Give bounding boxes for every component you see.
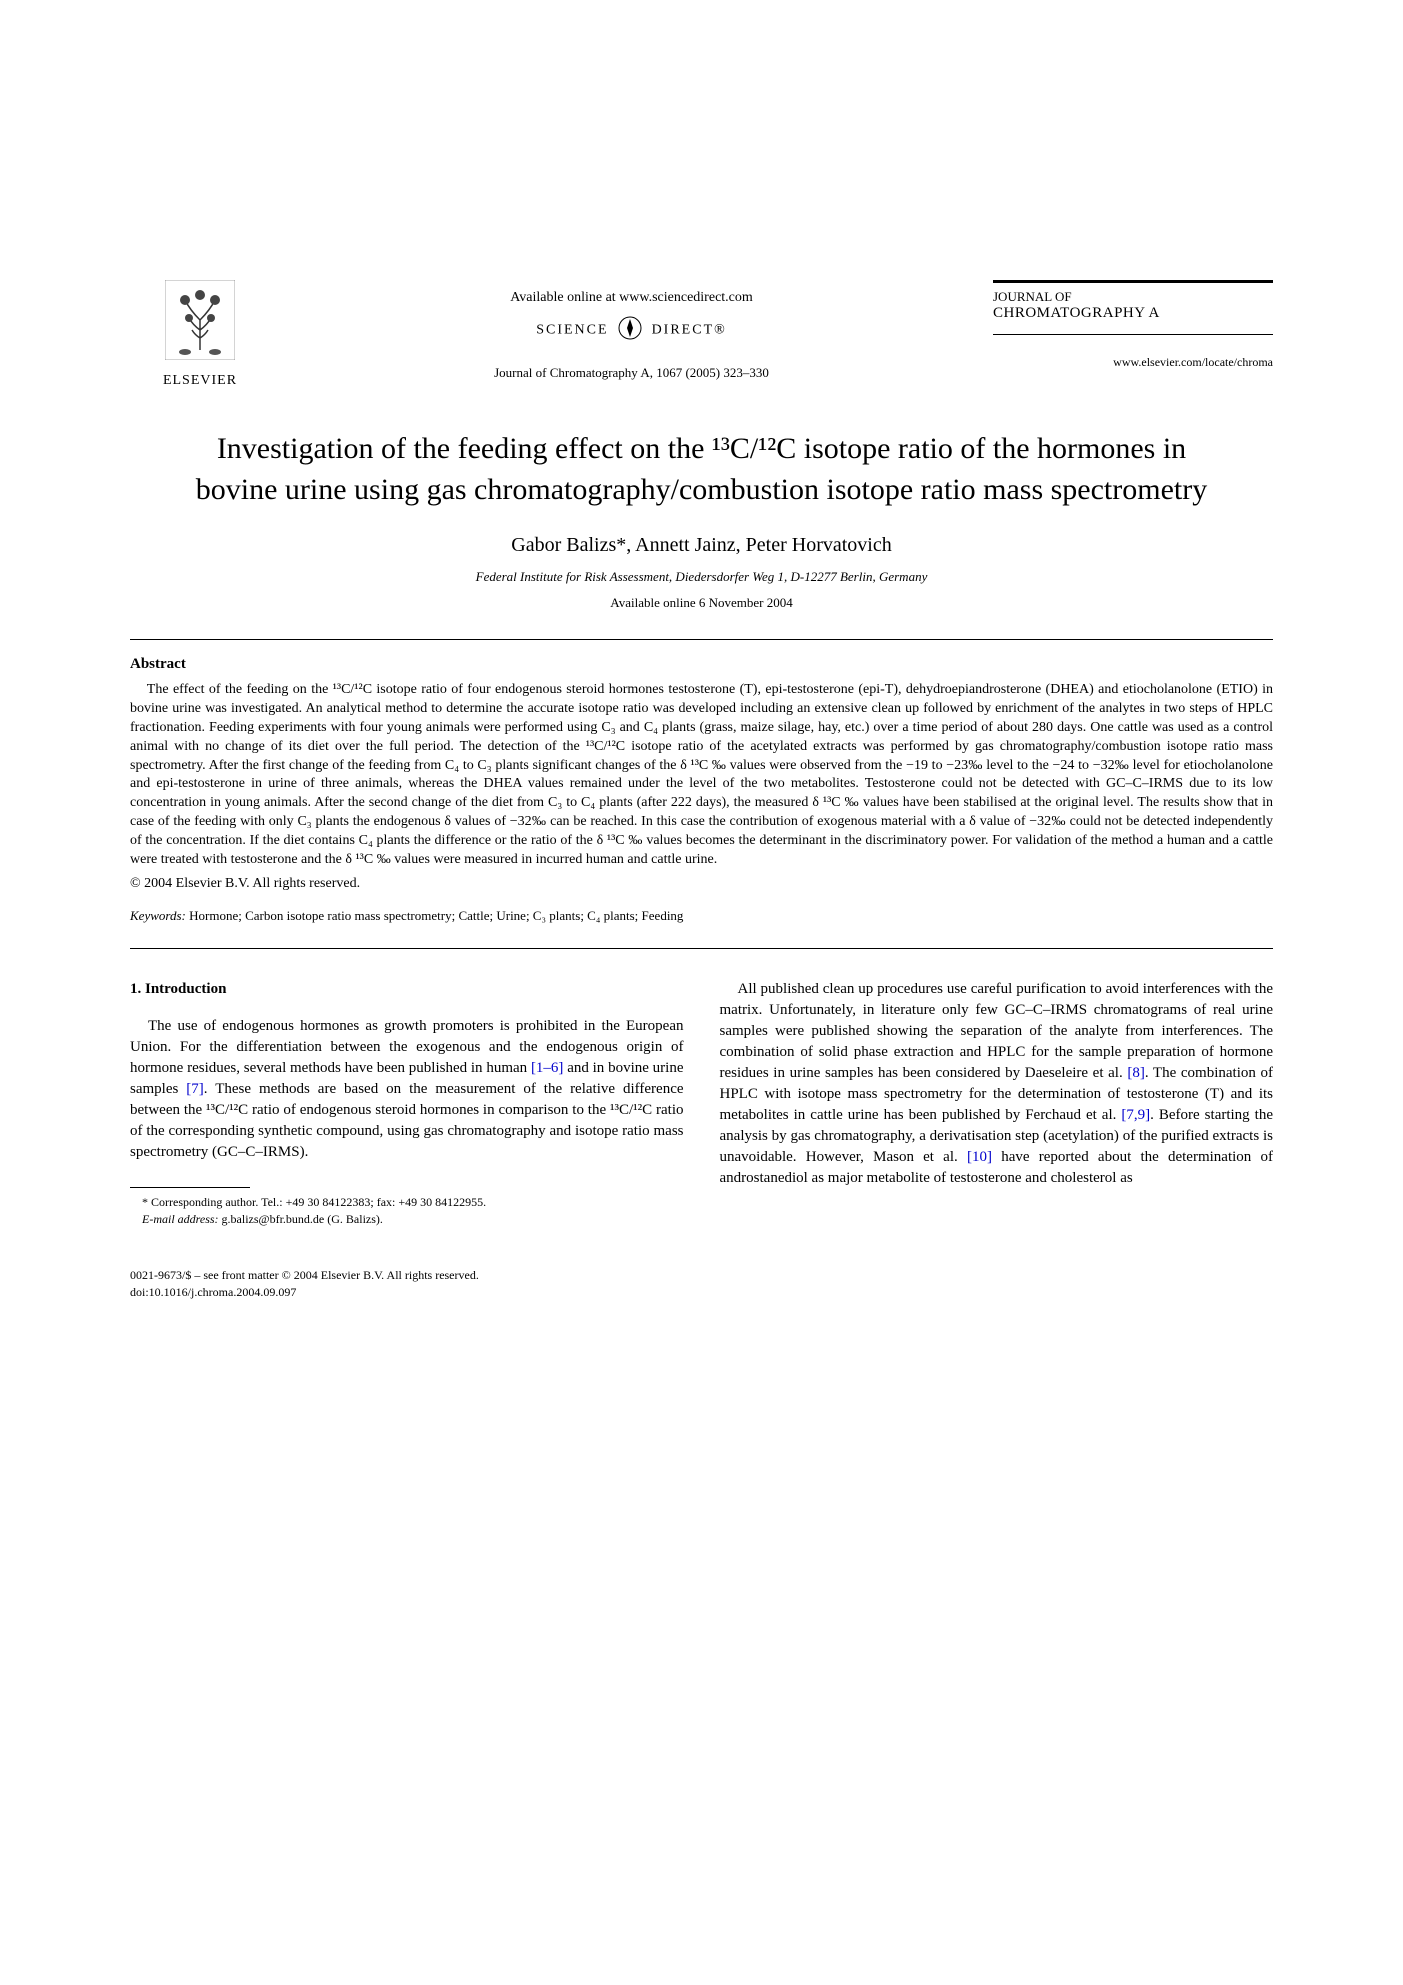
article-affiliation: Federal Institute for Risk Assessment, D…	[130, 569, 1273, 585]
publisher-block: ELSEVIER	[130, 280, 270, 389]
intro-paragraph-2: All published clean up procedures use ca…	[720, 979, 1274, 1189]
abstract-body: The effect of the feeding on the ¹³C/¹²C…	[130, 681, 1273, 870]
left-column: 1. Introduction The use of endogenous ho…	[130, 979, 684, 1228]
keywords-line: Keywords: Hormone; Carbon isotope ratio …	[130, 908, 1273, 924]
sd-text-1: SCIENCE	[536, 323, 608, 338]
citation-7-9[interactable]: [7,9]	[1121, 1107, 1150, 1123]
keywords-label: Keywords:	[130, 908, 186, 923]
sd-text-2: DIRECT®	[652, 323, 727, 338]
sciencedirect-compass-icon	[618, 316, 642, 345]
abstract-copyright: © 2004 Elsevier B.V. All rights reserved…	[130, 876, 1273, 892]
right-column: All published clean up procedures use ca…	[720, 979, 1274, 1228]
elsevier-tree-logo	[165, 280, 235, 360]
journal-title-line2: CHROMATOGRAPHY A	[993, 305, 1273, 322]
footnote-rule	[130, 1187, 250, 1188]
body-columns: 1. Introduction The use of endogenous ho…	[130, 979, 1273, 1228]
text-span: . These methods are based on the measure…	[130, 1081, 684, 1160]
email-label: E-mail address:	[142, 1212, 219, 1226]
citation-1-6[interactable]: [1–6]	[531, 1060, 564, 1076]
email-value: g.balizs@bfr.bund.de (G. Balizs).	[219, 1212, 383, 1226]
journal-url: www.elsevier.com/locate/chroma	[993, 355, 1273, 370]
citation-10[interactable]: [10]	[967, 1149, 992, 1165]
available-online-date: Available online 6 November 2004	[130, 595, 1273, 611]
email-footnote: E-mail address: g.balizs@bfr.bund.de (G.…	[130, 1211, 684, 1228]
footer-doi: doi:10.1016/j.chroma.2004.09.097	[130, 1285, 1273, 1300]
journal-title-box: JOURNAL OF CHROMATOGRAPHY A	[993, 280, 1273, 335]
header-center: Available online at www.sciencedirect.co…	[270, 280, 993, 381]
corresponding-author-footnote: * Corresponding author. Tel.: +49 30 841…	[130, 1194, 684, 1211]
article-authors: Gabor Balizs*, Annett Jainz, Peter Horva…	[130, 534, 1273, 557]
article-title: Investigation of the feeding effect on t…	[190, 429, 1213, 510]
keywords-text: Hormone; Carbon isotope ratio mass spect…	[186, 908, 684, 923]
journal-title-line1: JOURNAL OF	[993, 289, 1273, 305]
citation-7[interactable]: [7]	[186, 1081, 204, 1097]
rule-above-abstract	[130, 639, 1273, 640]
available-online-text: Available online at www.sciencedirect.co…	[270, 290, 993, 306]
intro-paragraph-1: The use of endogenous hormones as growth…	[130, 1016, 684, 1163]
science-direct-logo: SCIENCE DIRECT®	[270, 316, 993, 345]
publisher-name: ELSEVIER	[130, 373, 270, 389]
rule-below-keywords	[130, 948, 1273, 949]
section-1-heading: 1. Introduction	[130, 979, 684, 1000]
abstract-heading: Abstract	[130, 656, 1273, 673]
header-right: JOURNAL OF CHROMATOGRAPHY A www.elsevier…	[993, 280, 1273, 370]
journal-header: ELSEVIER Available online at www.science…	[130, 280, 1273, 389]
journal-citation: Journal of Chromatography A, 1067 (2005)…	[270, 365, 993, 381]
citation-8[interactable]: [8]	[1127, 1065, 1145, 1081]
footer-copyright: 0021-9673/$ – see front matter © 2004 El…	[130, 1268, 1273, 1283]
